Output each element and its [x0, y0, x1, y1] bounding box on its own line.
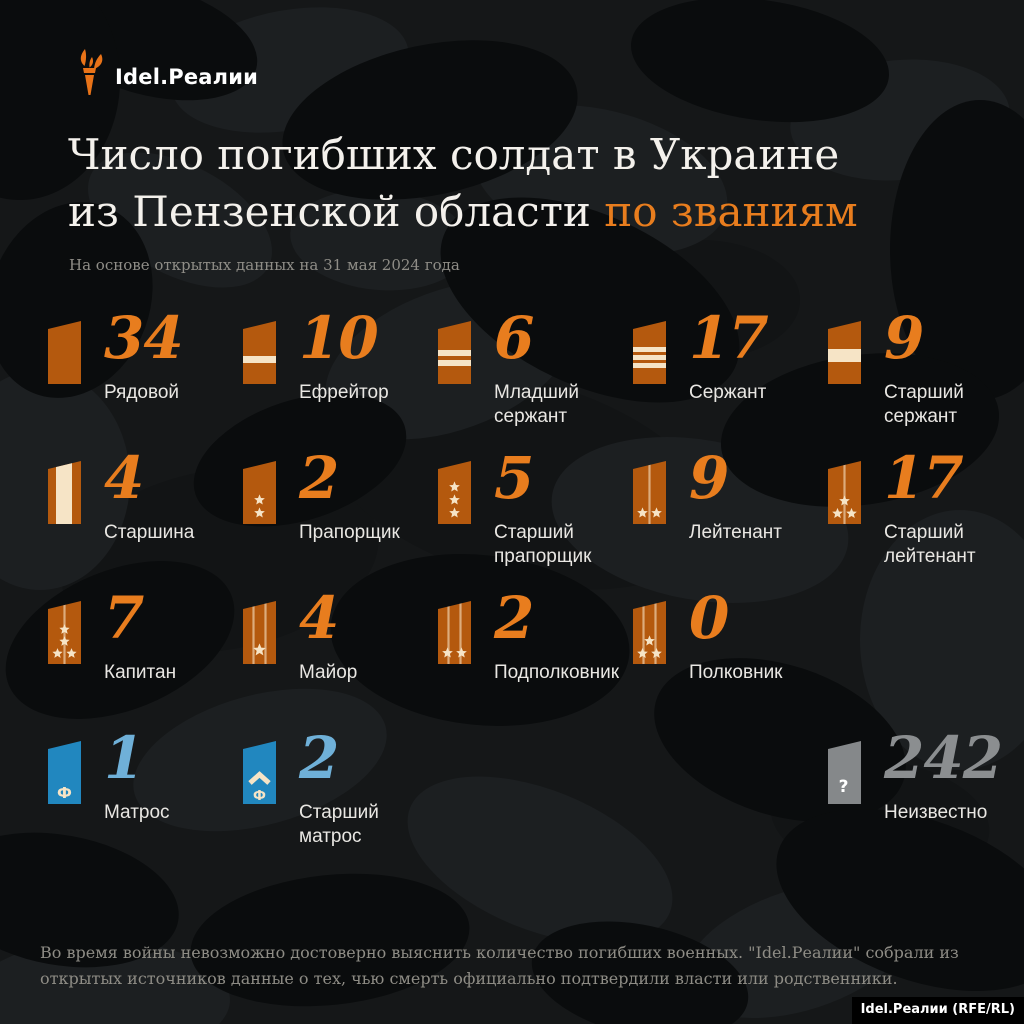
- rank-count: 34: [104, 304, 184, 372]
- rank-count: 5: [494, 444, 534, 512]
- rank-label: Ефрейтор: [299, 382, 389, 403]
- rank-card: 10 Ефрейтор: [243, 309, 438, 458]
- rank-count: 4: [299, 584, 339, 652]
- rank-label: Неизвестно: [884, 802, 988, 823]
- rank-label: Младший сержант: [494, 382, 580, 427]
- rank-card: 2 Прапорщик: [243, 449, 438, 598]
- rank-label: Старшина: [104, 522, 195, 543]
- svg-text:Ф: Ф: [57, 784, 72, 802]
- rank-count: 2: [299, 724, 339, 792]
- title-line1: Число погибших солдат в Украине: [68, 130, 840, 179]
- svg-text:?: ?: [839, 777, 849, 797]
- rank-card: Ф 2 Старший матрос: [243, 729, 438, 878]
- rank-insignia: [633, 321, 666, 384]
- rank-insignia: [48, 461, 81, 524]
- rank-insignia: Ф: [48, 741, 81, 804]
- rank-insignia: [633, 461, 666, 524]
- rank-card: 9 Лейтенант: [633, 449, 828, 598]
- rank-insignia: [828, 321, 861, 384]
- rank-count: 242: [884, 724, 1003, 792]
- rank-count: 4: [104, 444, 144, 512]
- rank-count: 17: [689, 304, 769, 372]
- rank-card: 4 Майор: [243, 589, 438, 738]
- rank-insignia: [438, 321, 471, 384]
- rank-insignia: Ф: [243, 741, 276, 804]
- rank-count: 9: [689, 444, 729, 512]
- rank-card: Ф 1 Матрос: [48, 729, 243, 878]
- rank-card: 0 Полковник: [633, 589, 828, 738]
- rank-insignia: [243, 601, 276, 664]
- rank-count: 10: [299, 304, 379, 372]
- rank-insignia: [48, 321, 81, 384]
- rank-card: 6 Младший сержант: [438, 309, 633, 458]
- rank-card: 2 Подполковник: [438, 589, 633, 738]
- title-line2: из Пензенской области: [68, 187, 605, 236]
- rank-count: 6: [494, 304, 534, 372]
- rank-label: Старший лейтенант: [884, 522, 976, 567]
- rank-label: Старший матрос: [299, 802, 379, 847]
- rank-card: 4 Старшина: [48, 449, 243, 598]
- rank-label: Старший сержант: [884, 382, 964, 427]
- rank-label: Рядовой: [104, 382, 180, 403]
- rank-grid: 34 Рядовой 10 Ефрейтор 6 Младший сержант 17 Сер…: [48, 309, 1023, 878]
- rank-label: Старший прапорщик: [494, 522, 592, 567]
- rank-count: 7: [104, 584, 144, 652]
- rank-card: ? 242 Неизвестно: [828, 729, 1023, 878]
- rank-insignia: [633, 601, 666, 664]
- rank-count: 1: [104, 724, 144, 792]
- brand-logo-text: Idel.Реалии: [115, 65, 259, 89]
- rank-label: Матрос: [104, 802, 170, 823]
- rank-count: 2: [299, 444, 339, 512]
- rank-count: 9: [884, 304, 924, 372]
- rank-insignia: [243, 321, 276, 384]
- rank-count: 17: [884, 444, 964, 512]
- rank-card: 34 Рядовой: [48, 309, 243, 458]
- rank-count: 2: [494, 584, 534, 652]
- rank-card: 9 Старший сержант: [828, 309, 1023, 458]
- rank-label: Лейтенант: [689, 522, 782, 543]
- svg-text:Ф: Ф: [253, 789, 266, 804]
- page-title: Число погибших солдат в Украине из Пензе…: [68, 126, 948, 240]
- rank-count: 0: [689, 584, 729, 652]
- rank-card: 7 Капитан: [48, 589, 243, 738]
- title-accent: по званиям: [604, 187, 858, 236]
- rank-insignia: [828, 461, 861, 524]
- rank-card: 17 Сержант: [633, 309, 828, 458]
- rank-label: Подполковник: [494, 662, 620, 683]
- rank-insignia: [48, 601, 81, 664]
- credit-badge: Idel.Реалии (RFE/RL): [851, 997, 1024, 1024]
- rank-insignia: [243, 461, 276, 524]
- rank-card: 17 Старший лейтенант: [828, 449, 1023, 598]
- torch-icon: [80, 49, 103, 95]
- footnote: Во время войны невозможно достоверно выя…: [40, 943, 959, 988]
- rank-label: Капитан: [104, 662, 177, 683]
- rank-card: 5 Старший прапорщик: [438, 449, 633, 598]
- rank-label: Полковник: [689, 662, 783, 683]
- rank-label: Прапорщик: [299, 522, 400, 543]
- brand-logo: Idel.Реалии: [72, 48, 258, 96]
- rank-label: Сержант: [689, 382, 767, 403]
- subtitle: На основе открытых данных на 31 мая 2024…: [69, 256, 460, 274]
- rank-insignia: [438, 601, 471, 664]
- rank-insignia: ?: [828, 741, 861, 804]
- rank-label: Майор: [299, 662, 358, 683]
- rank-insignia: [438, 461, 471, 524]
